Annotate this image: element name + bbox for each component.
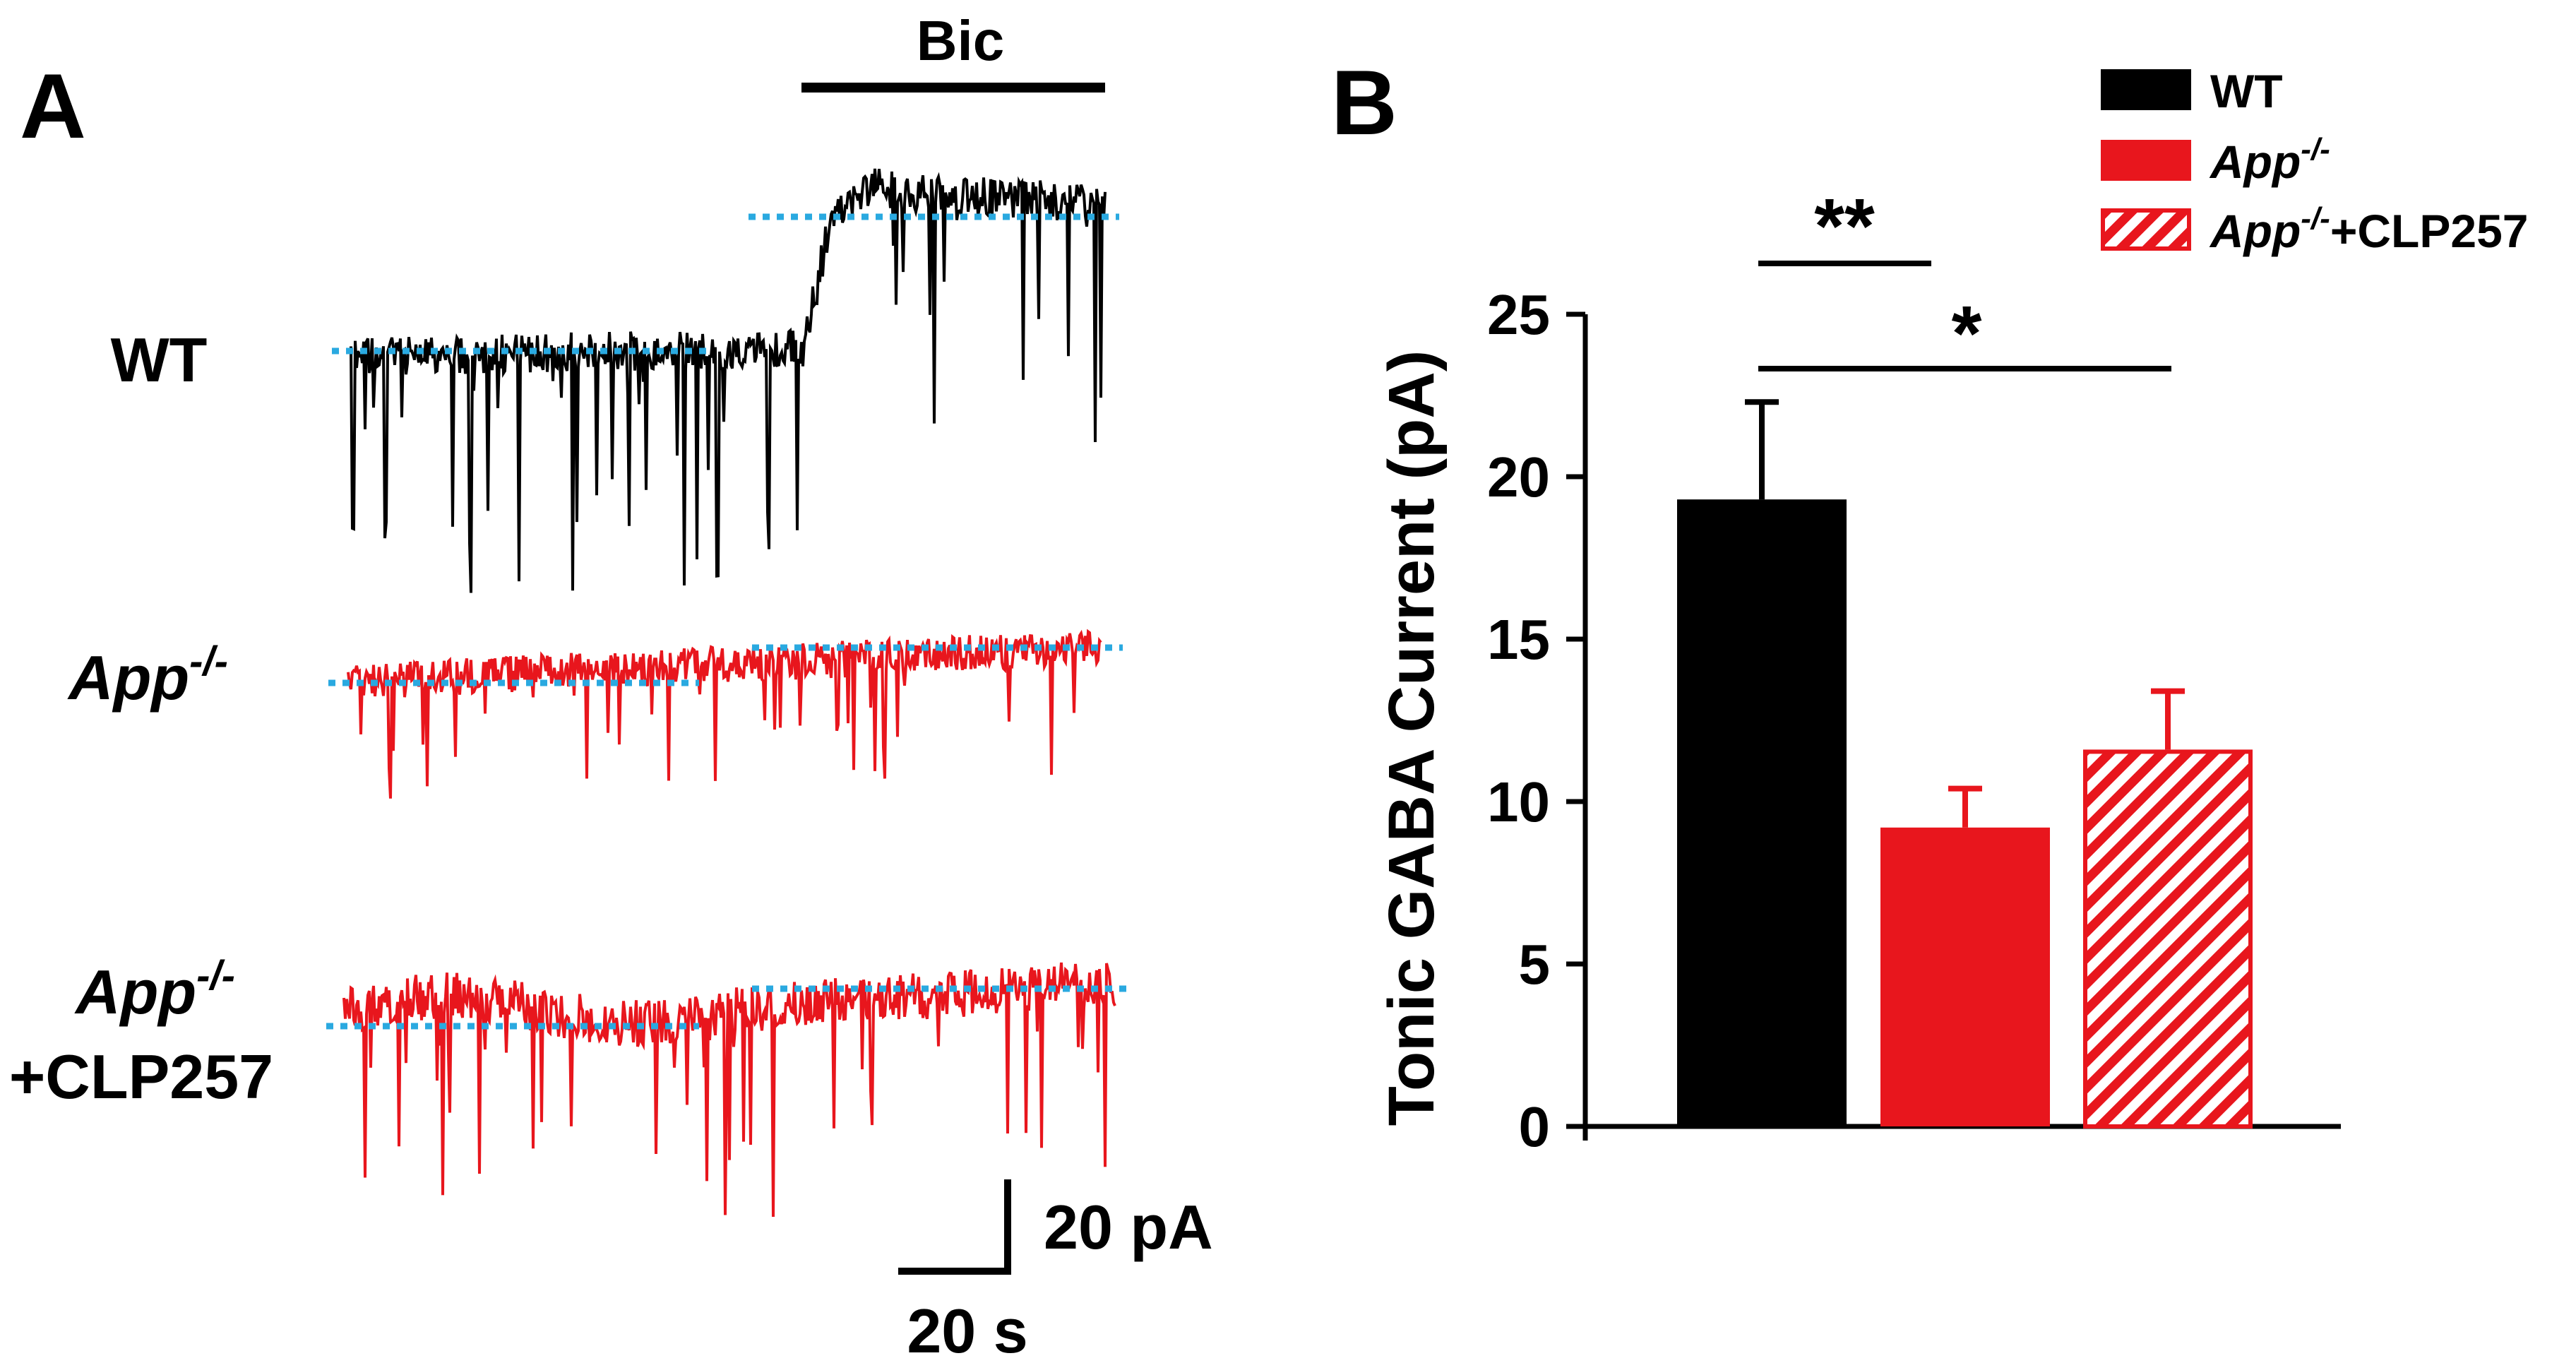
legend-swatch-app-clp257 xyxy=(2101,208,2191,251)
scale-bar-current-label: 20 pA xyxy=(1044,1192,1213,1262)
legend-label-app: App-/- xyxy=(2209,132,2330,188)
trace-app xyxy=(347,629,1102,799)
y-tick-label: 25 xyxy=(1487,283,1550,346)
legend-swatch-app xyxy=(2101,140,2191,181)
bar-app xyxy=(1880,827,2050,1126)
row-label-app: App-/- xyxy=(67,638,228,713)
trace-wt xyxy=(350,168,1107,593)
scale-bar xyxy=(898,1179,1011,1275)
legend-label-wt: WT xyxy=(2210,65,2283,117)
trace-app-clp257 xyxy=(342,962,1116,1218)
significance-marker-wt-vs-clp: * xyxy=(1952,290,1982,377)
scale-bar-time-label: 20 s xyxy=(907,1296,1027,1363)
significance-marker-wt-vs-app: ** xyxy=(1814,183,1875,270)
drug-label: Bic xyxy=(917,9,1005,72)
y-ticks: 0 5 10 15 20 25 xyxy=(1487,283,1585,1158)
y-axis-label: Tonic GABA Current (pA) xyxy=(1376,350,1448,1126)
panel-a: A Bic WT App-/- App-/- +CLP257 20 pA 20 … xyxy=(9,9,1213,1363)
bar-wt xyxy=(1677,499,1847,1126)
legend-swatch-wt xyxy=(2101,69,2191,110)
y-tick-label: 5 xyxy=(1519,933,1551,996)
row-label-app-clp-line1: App-/- xyxy=(74,953,235,1027)
panel-b-label: B xyxy=(1331,51,1397,154)
y-tick-label: 20 xyxy=(1487,446,1550,508)
legend-label-app-clp257: App-/-+CLP257 xyxy=(2209,201,2529,257)
bar-app-clp257 xyxy=(2083,749,2253,1129)
panel-a-label: A xyxy=(20,54,86,157)
row-label-wt: WT xyxy=(111,325,208,395)
y-tick-label: 0 xyxy=(1519,1095,1551,1158)
y-tick-label: 10 xyxy=(1487,770,1550,833)
row-label-app-clp-line2: +CLP257 xyxy=(9,1042,273,1112)
legend: WT App-/- App-/-+CLP257 xyxy=(2101,65,2529,257)
y-tick-label: 15 xyxy=(1487,608,1550,671)
bars xyxy=(1677,399,2253,1129)
